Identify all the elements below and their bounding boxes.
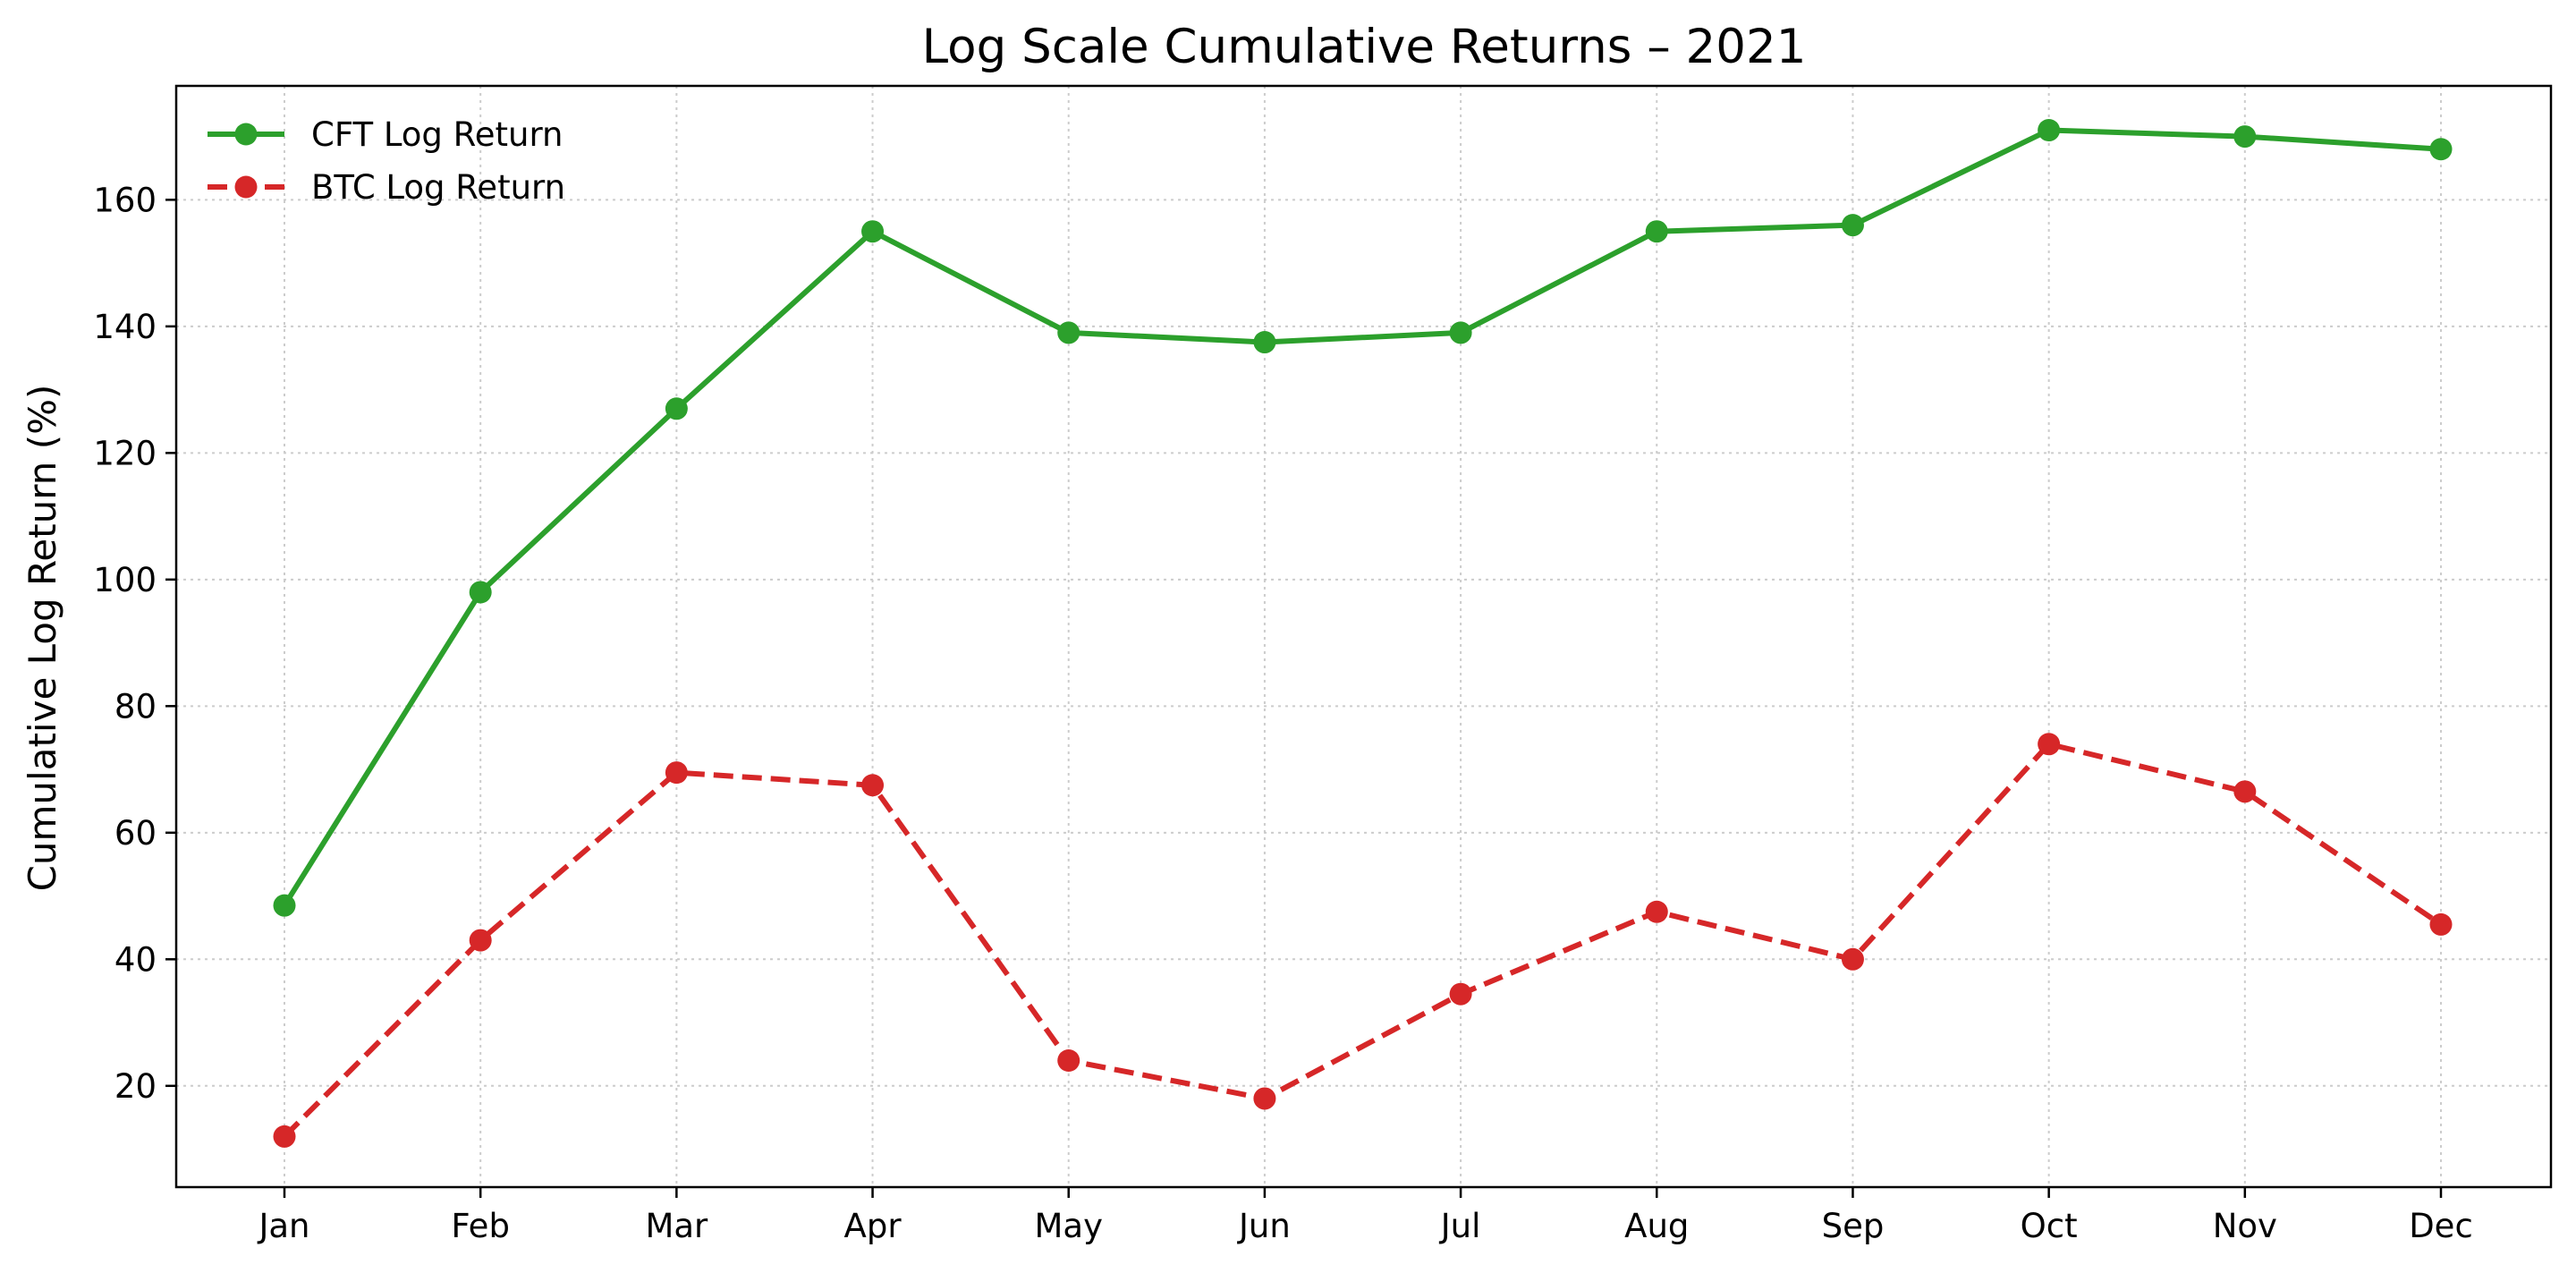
data-point xyxy=(273,1124,296,1148)
x-tick-label: Mar xyxy=(645,1207,708,1245)
series-line xyxy=(282,741,2443,1139)
data-point xyxy=(665,397,688,420)
data-point xyxy=(861,774,885,797)
x-tick-label: Nov xyxy=(2213,1207,2277,1245)
x-tick-label: Jan xyxy=(257,1207,309,1245)
data-point xyxy=(2233,125,2257,149)
data-point xyxy=(1253,331,1276,354)
data-point xyxy=(2429,138,2453,161)
x-tick-label: Dec xyxy=(2409,1207,2473,1245)
legend-label: CFT Log Return xyxy=(311,115,563,154)
data-point xyxy=(469,929,492,952)
x-tick-label: Aug xyxy=(1624,1207,1689,1245)
data-point xyxy=(1841,214,1864,237)
series-btc-log-return xyxy=(273,733,2453,1148)
y-tick-label: 60 xyxy=(114,814,157,853)
y-axis-label: Cumulative Log Return (%) xyxy=(21,385,64,892)
legend-label: BTC Log Return xyxy=(311,168,565,207)
legend: CFT Log Return BTC Log Return xyxy=(208,115,565,207)
data-point xyxy=(665,761,688,785)
legend-marker xyxy=(234,123,258,146)
x-tick-label: Sep xyxy=(1822,1207,1885,1245)
y-tick-label: 20 xyxy=(114,1067,157,1106)
legend-item: CFT Log Return xyxy=(208,115,563,154)
data-point xyxy=(861,220,885,243)
series-cft-log-return xyxy=(273,119,2453,917)
x-tick-label: Oct xyxy=(2021,1207,2078,1245)
x-tick-label: Jul xyxy=(1439,1207,1481,1245)
x-tick-label: Apr xyxy=(844,1207,902,1245)
x-tick-label: May xyxy=(1034,1207,1103,1245)
data-point xyxy=(2038,733,2061,756)
data-point xyxy=(1645,220,1668,243)
legend-marker xyxy=(234,175,258,199)
data-point xyxy=(1841,947,1864,971)
y-tick-label: 140 xyxy=(93,308,157,346)
x-axis-ticks: Jan Feb Mar Apr May Jun Jul Aug Sep Oct Nov Dec xyxy=(257,1187,2473,1245)
data-point xyxy=(1645,900,1668,923)
data-point xyxy=(1449,321,1472,344)
chart-title: Log Scale Cumulative Returns – 2021 xyxy=(922,20,1807,74)
plot-frame xyxy=(174,84,2553,1189)
data-point xyxy=(2038,119,2061,142)
data-point xyxy=(1057,321,1080,344)
y-tick-label: 100 xyxy=(93,561,157,599)
data-point xyxy=(1253,1087,1276,1110)
data-point xyxy=(469,581,492,604)
series-line xyxy=(282,127,2442,907)
data-point xyxy=(2233,780,2257,803)
y-axis-ticks: 20 40 60 80 100 120 140 160 xyxy=(93,181,176,1106)
data-point xyxy=(273,894,296,917)
data-point xyxy=(2429,912,2453,936)
x-tick-label: Feb xyxy=(451,1207,510,1245)
y-tick-label: 160 xyxy=(93,181,157,219)
y-tick-label: 120 xyxy=(93,434,157,472)
legend-item: BTC Log Return xyxy=(208,168,565,207)
y-tick-label: 40 xyxy=(114,940,157,979)
series-layer xyxy=(273,119,2453,1148)
data-point xyxy=(1057,1049,1080,1073)
x-tick-label: Jun xyxy=(1237,1207,1291,1245)
y-tick-label: 80 xyxy=(114,687,157,726)
data-point xyxy=(1449,982,1472,1006)
